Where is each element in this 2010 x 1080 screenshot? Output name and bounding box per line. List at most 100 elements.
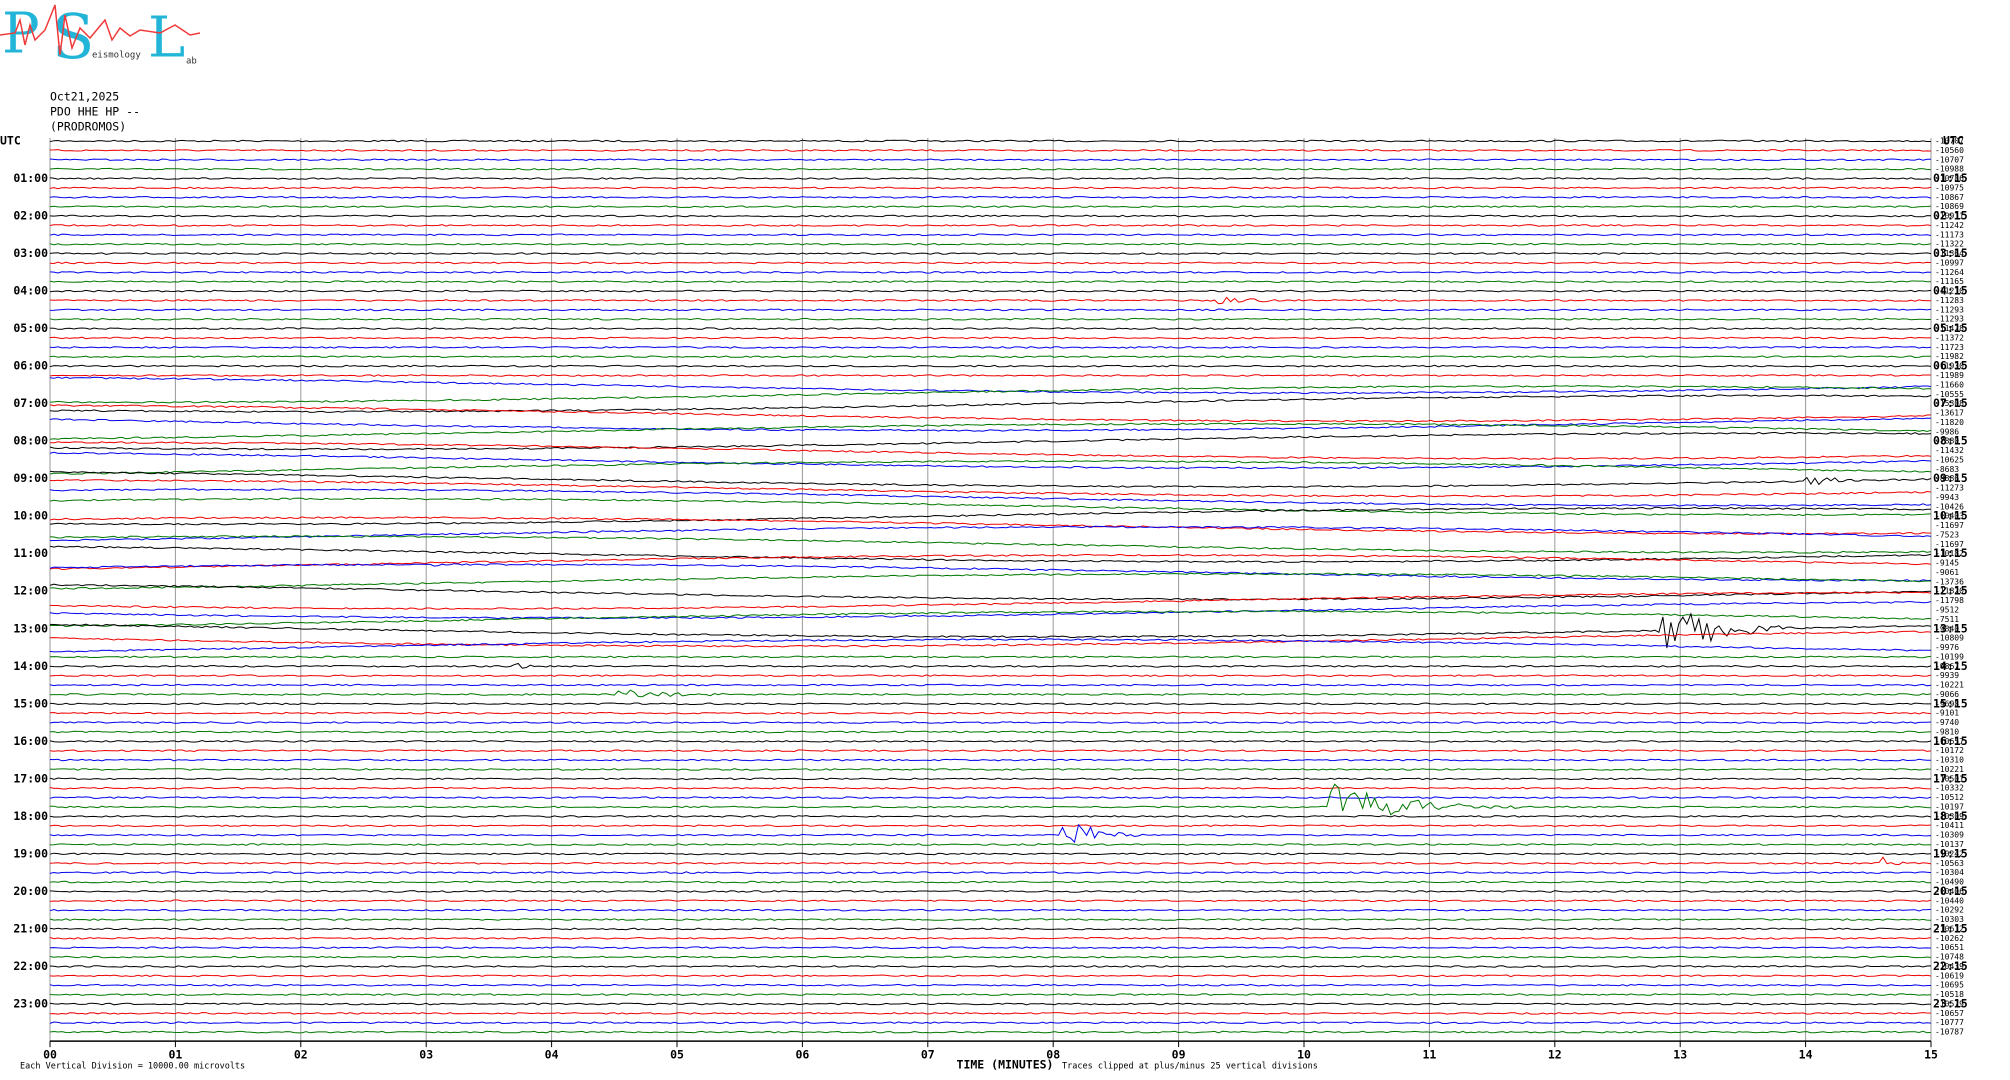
- trace: [49, 280, 1931, 284]
- trace: [49, 470, 1932, 488]
- trace: [49, 974, 1932, 978]
- hour-label: 13:15: [1933, 621, 1968, 635]
- trace: [49, 1011, 1932, 1015]
- x-tick-label: 04: [545, 1048, 559, 1062]
- trace: [49, 158, 1932, 162]
- offset-label: -10695: [1935, 981, 1964, 990]
- trace: [49, 871, 1932, 874]
- trace: [49, 205, 1932, 209]
- offset-label: -9976: [1935, 643, 1959, 652]
- trace: [49, 702, 1931, 706]
- trace: [49, 186, 1932, 190]
- offset-label: -11820: [1935, 587, 1964, 596]
- offset-label: -11372: [1935, 333, 1964, 342]
- trace: [49, 899, 1932, 903]
- hour-label: 13:00: [13, 621, 48, 635]
- offset-label: -10292: [1935, 906, 1964, 915]
- trace: [49, 993, 1932, 996]
- offset-label: -11364: [1935, 249, 1964, 258]
- trace: [49, 308, 1932, 312]
- logo-letter: S: [52, 0, 94, 73]
- offset-label: -11293: [1935, 315, 1964, 324]
- trace: [49, 758, 1931, 762]
- offset-label: -10657: [1935, 737, 1964, 746]
- trace: [49, 1002, 1932, 1006]
- trace: [49, 610, 1932, 628]
- utc-label: UTC: [1943, 134, 1964, 148]
- trace: [49, 796, 1932, 799]
- trace: [49, 768, 1932, 771]
- x-tick-label: 14: [1799, 1048, 1813, 1062]
- hour-label: 09:15: [1933, 471, 1968, 485]
- offset-label: -9066: [1935, 690, 1959, 699]
- x-tick-label: 10: [1297, 1048, 1311, 1062]
- offset-label: -10997: [1935, 258, 1964, 267]
- trace: [49, 479, 1932, 498]
- place: (PRODROMOS): [50, 120, 126, 134]
- x-tick-label: 08: [1046, 1048, 1060, 1062]
- offset-label: -7511: [1935, 615, 1959, 624]
- trace: [49, 655, 1932, 659]
- hour-label: 15:15: [1933, 696, 1968, 710]
- offset-label: -10440: [1935, 896, 1964, 905]
- hour-label: 14:15: [1933, 659, 1968, 673]
- offset-label: -10137: [1935, 840, 1964, 849]
- trace: [49, 890, 1932, 893]
- trace: [49, 563, 1932, 582]
- trace: [49, 777, 1932, 781]
- hour-label: 11:15: [1933, 546, 1968, 560]
- offset-label: -10748: [1935, 953, 1964, 962]
- offset-label: -10707: [1935, 155, 1964, 164]
- offset-label: -11697: [1935, 521, 1964, 530]
- hour-label: 21:00: [13, 921, 48, 935]
- x-tick-label: 11: [1422, 1048, 1436, 1062]
- x-tick-label: 02: [294, 1048, 308, 1062]
- x-tick-label: 15: [1924, 1048, 1938, 1062]
- offset-label: -10426: [1935, 502, 1964, 511]
- offset-label: -10172: [1935, 746, 1964, 755]
- offset-label: -10439: [1935, 962, 1964, 971]
- hour-label: 07:15: [1933, 396, 1968, 410]
- hour-label: 20:00: [13, 884, 48, 898]
- offset-label: -10555: [1935, 390, 1964, 399]
- hour-label: 12:15: [1933, 584, 1968, 598]
- trace: [49, 843, 1932, 846]
- hour-label: 05:15: [1933, 321, 1968, 335]
- trace: [49, 630, 1932, 648]
- x-tick-label: 13: [1673, 1048, 1687, 1062]
- trace: [49, 346, 1932, 349]
- hour-label: 23:00: [13, 996, 48, 1010]
- offset-label: -10242: [1935, 849, 1964, 858]
- trace: [49, 139, 1931, 143]
- offset-label: -10988: [1935, 165, 1964, 174]
- hour-label: 21:15: [1933, 921, 1968, 935]
- trace: [49, 417, 1932, 432]
- trace: [49, 516, 1932, 535]
- x-tick-label: 01: [168, 1048, 182, 1062]
- offset-label: -10787: [1935, 1028, 1964, 1037]
- logo-letter: L: [148, 6, 185, 71]
- offset-label: -11660: [1935, 380, 1964, 389]
- offset-label: -11264: [1935, 268, 1964, 277]
- trace: [49, 852, 1932, 856]
- offset-label: -10579: [1935, 999, 1964, 1008]
- offset-label: -11432: [1935, 446, 1964, 455]
- offset-label: -10490: [1935, 878, 1964, 887]
- offset-label: -9512: [1935, 606, 1959, 615]
- trace: [49, 374, 1931, 377]
- trace: [49, 394, 1932, 413]
- trace: [49, 336, 1932, 340]
- trace: [49, 296, 1932, 305]
- trace: [49, 497, 1932, 517]
- trace: [49, 233, 1932, 237]
- trace: [49, 317, 1931, 321]
- x-tick-label: 03: [419, 1048, 433, 1062]
- clip-note: Traces clipped at plus/minus 25 vertical…: [1062, 1062, 1318, 1072]
- trace: [49, 167, 1932, 171]
- offset-label: -11697: [1935, 540, 1964, 549]
- trace: [49, 739, 1932, 743]
- utc-label: UTC: [0, 134, 21, 148]
- trace: [49, 786, 1932, 790]
- hour-label: 11:00: [13, 546, 48, 560]
